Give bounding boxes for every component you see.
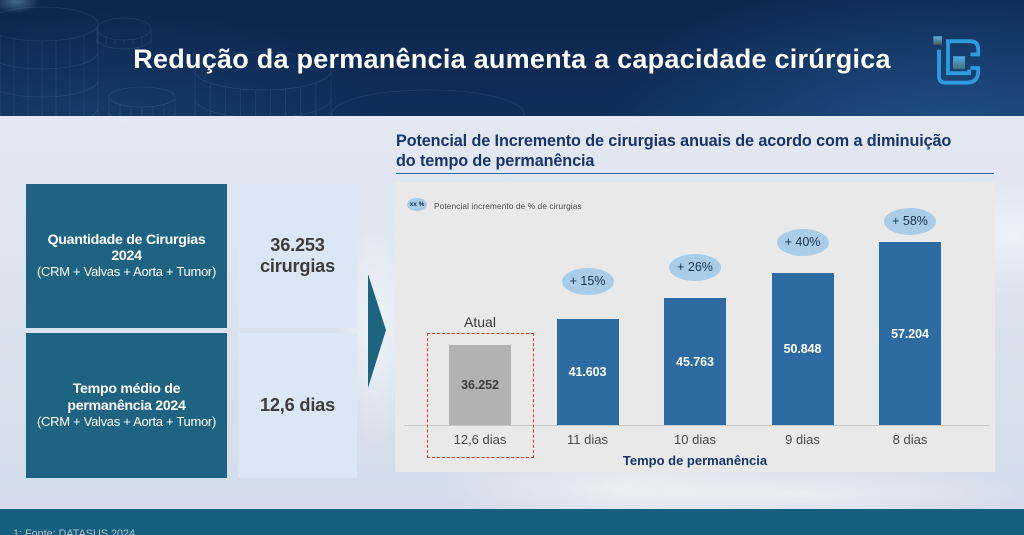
x-tick-label: 12,6 dias [453,432,507,447]
metric-label: Tempo médio de [72,381,181,398]
increase-badge: + 15% [561,267,614,295]
footer-band: 1: Fonte: DATASUS 2024 [0,509,1024,535]
metric-value-line: 36.253 [270,235,325,256]
bar-value-label: 36.252 [461,378,499,392]
metric-label: Quantidade de Cirurgias [47,231,206,248]
metric-sublabel: (CRM + Valvas + Aorta + Tumor) [37,264,216,280]
header-band: Redução da permanência aumenta a capacid… [0,0,1024,116]
metric-value-line: cirurgias [259,256,336,276]
current-highlight-dashed-box [426,333,534,458]
bar-value-label: 45.763 [676,354,714,369]
chart-title-underline [396,172,994,174]
bar-chart: xx % Potencial incremento de % de cirurg… [395,182,995,472]
bar: 41.603 [556,319,619,425]
bar-current: 36.252 [449,345,511,425]
bar-value-label: 41.603 [568,365,607,379]
x-axis-title: Tempo de permanência [622,453,768,468]
x-tick-label: 8 dias [892,432,928,447]
metric-value-permanencia: 12,6 dias [238,333,357,478]
x-tick-label: 9 dias [785,432,820,447]
x-axis-line [404,425,989,426]
header-glow [0,0,1024,116]
metric-sublabel: (CRM + Valvas + Aorta + Tumor) [37,413,216,429]
chart-title: Potencial de Incremento de cirurgias anu… [396,131,996,171]
company-logo-icon [933,36,981,85]
bar-value-label: 50.848 [783,342,822,356]
legend-label: Potencial incremento de % de cirurgias [434,200,582,211]
metric-label: permanência 2024 [67,397,186,414]
increase-badge: + 40% [776,228,829,256]
metric-box-permanencia: Tempo médio de permanência 2024 (CRM + V… [26,333,227,478]
metric-value-line: 12,6 dias [259,395,336,416]
flow-arrow-icon [368,274,386,388]
metric-value-cirurgias: 36.253 cirurgias [238,184,357,328]
x-tick-label: 10 dias [674,432,716,447]
current-bar-caption: Atual [464,314,496,330]
metric-box-cirurgias: Quantidade de Cirurgias 2024 (CRM + Valv… [26,184,227,328]
chart-title-line2: do tempo de permanência [396,152,595,171]
bar: 50.848 [771,273,834,425]
bar-value-label: 57.204 [891,326,929,341]
increase-badge: + 58% [884,207,936,235]
increase-badge: + 26% [669,253,721,281]
chart-title-line1: Potencial de Incremento de cirurgias anu… [396,132,952,150]
bar: 57.204 [879,242,941,425]
metric-label: 2024 [111,248,142,265]
slide-title: Redução da permanência aumenta a capacid… [133,44,891,74]
wireframe-vessels-graphic [0,6,525,116]
bar: 45.763 [664,298,726,425]
source-note: 1: Fonte: DATASUS 2024 [13,528,136,535]
x-tick-label: 11 dias [567,432,608,447]
legend-badge-icon: xx % [407,198,427,211]
